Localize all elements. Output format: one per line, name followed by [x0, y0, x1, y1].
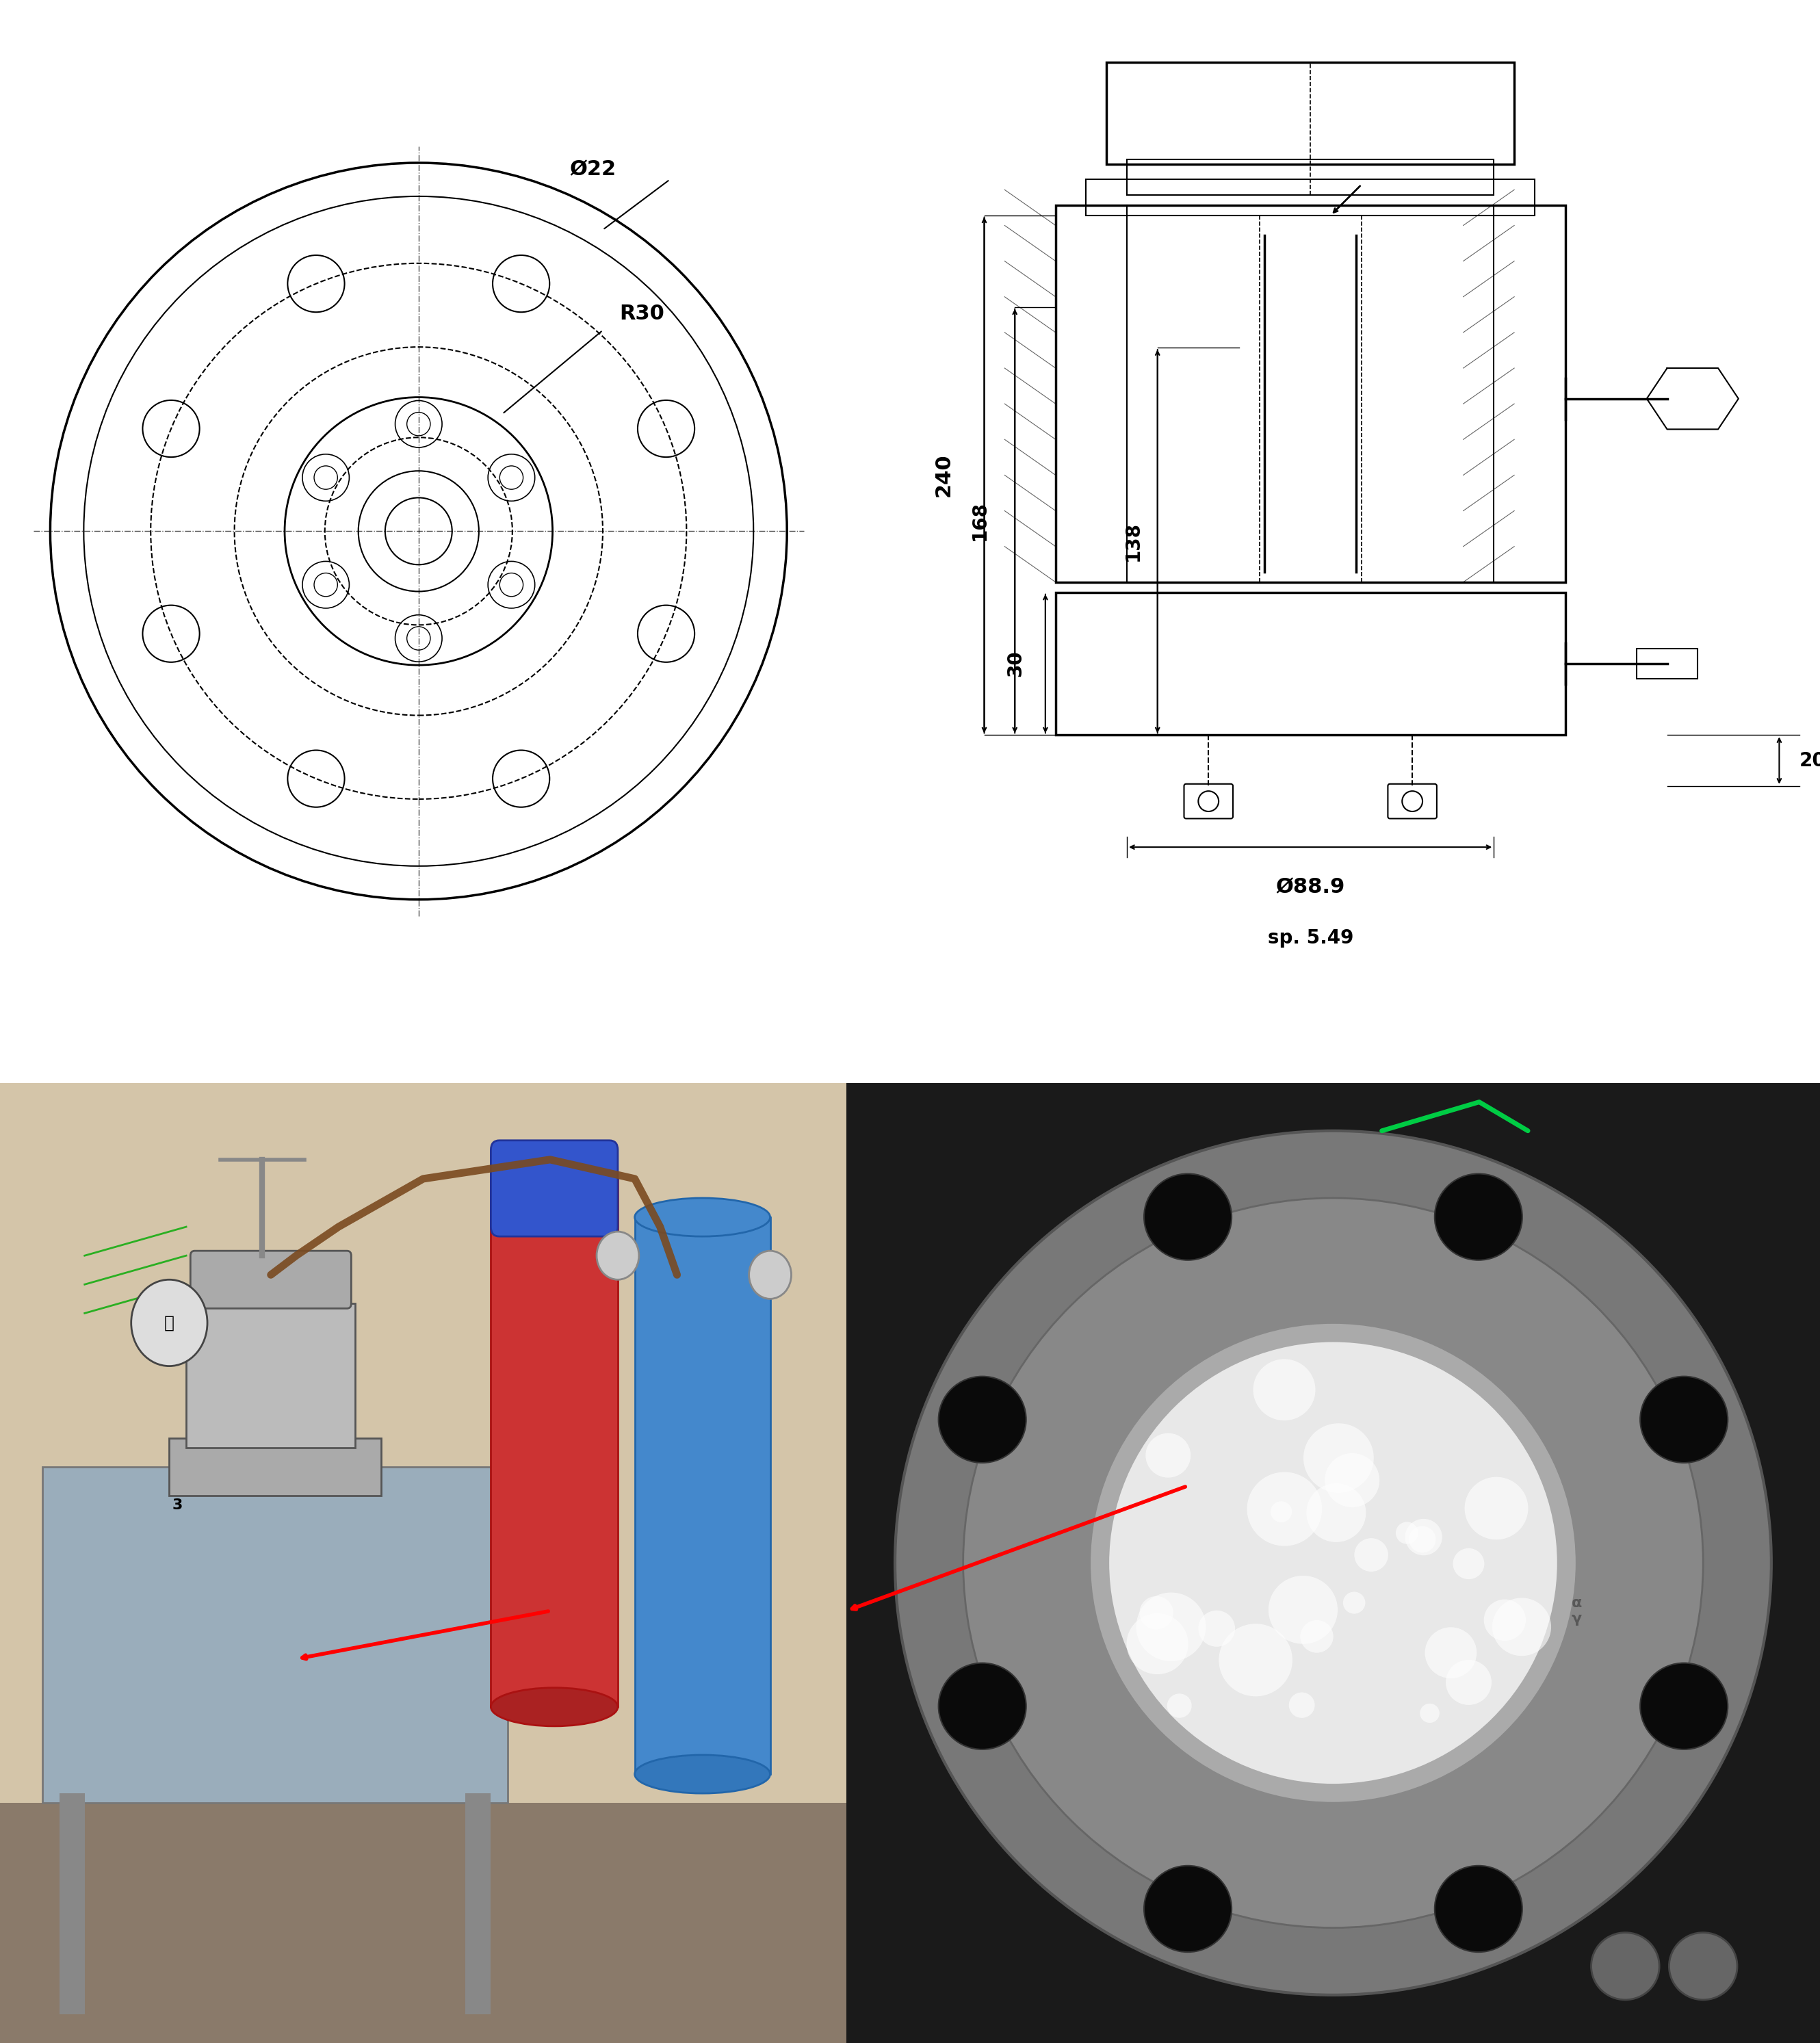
- Bar: [0, 1804, 846, 2043]
- Circle shape: [1145, 1865, 1232, 1951]
- Circle shape: [1669, 1933, 1738, 2000]
- Circle shape: [1254, 1359, 1316, 1420]
- Bar: [42, 1467, 508, 1804]
- Circle shape: [1219, 1624, 1292, 1696]
- FancyBboxPatch shape: [491, 1140, 617, 1236]
- Text: 3: 3: [173, 1498, 184, 1512]
- Circle shape: [1483, 1600, 1525, 1641]
- Circle shape: [1405, 1518, 1441, 1555]
- Text: 20: 20: [1800, 752, 1820, 770]
- Bar: [169, 1438, 380, 1495]
- Circle shape: [1409, 1526, 1436, 1553]
- Circle shape: [1425, 1626, 1476, 1677]
- Ellipse shape: [491, 1160, 617, 1197]
- Circle shape: [1445, 1659, 1492, 1706]
- Circle shape: [1640, 1663, 1727, 1749]
- Circle shape: [597, 1232, 639, 1279]
- Bar: [1107, 63, 1514, 163]
- Circle shape: [1307, 1483, 1367, 1542]
- Bar: [1056, 592, 1565, 735]
- Circle shape: [939, 1377, 1026, 1463]
- FancyBboxPatch shape: [191, 1250, 351, 1308]
- Text: 240: 240: [934, 454, 954, 496]
- Circle shape: [1420, 1704, 1440, 1722]
- Text: sp. 5.49: sp. 5.49: [1267, 930, 1354, 948]
- Circle shape: [1299, 1620, 1334, 1653]
- Circle shape: [963, 1197, 1704, 1929]
- Circle shape: [1465, 1477, 1529, 1540]
- Circle shape: [1452, 1549, 1485, 1579]
- Circle shape: [1108, 1342, 1558, 1784]
- Bar: [1636, 648, 1698, 678]
- Circle shape: [1343, 1591, 1365, 1614]
- Circle shape: [1090, 1324, 1576, 1804]
- Bar: [491, 1179, 617, 1708]
- Circle shape: [895, 1132, 1771, 1994]
- Circle shape: [1492, 1598, 1551, 1657]
- Circle shape: [131, 1279, 207, 1367]
- Circle shape: [1354, 1538, 1389, 1571]
- Ellipse shape: [491, 1688, 617, 1726]
- Bar: [1087, 180, 1534, 215]
- Text: 30: 30: [1006, 650, 1025, 676]
- Circle shape: [750, 1250, 792, 1299]
- Bar: [60, 1794, 84, 2014]
- Bar: [466, 1794, 491, 2014]
- Ellipse shape: [635, 1197, 770, 1236]
- Bar: [635, 1218, 770, 1773]
- Bar: [1056, 204, 1565, 582]
- Text: Ø22: Ø22: [570, 159, 615, 180]
- Circle shape: [939, 1663, 1026, 1749]
- Circle shape: [1434, 1175, 1522, 1261]
- Text: 📊: 📊: [164, 1314, 175, 1332]
- Bar: [1127, 159, 1494, 194]
- Circle shape: [1167, 1694, 1192, 1718]
- Circle shape: [1269, 1575, 1338, 1645]
- Circle shape: [1145, 1432, 1190, 1477]
- Circle shape: [1289, 1692, 1314, 1718]
- Text: R30: R30: [619, 304, 664, 323]
- Circle shape: [1640, 1377, 1727, 1463]
- Circle shape: [1198, 1610, 1236, 1647]
- Ellipse shape: [635, 1755, 770, 1794]
- Circle shape: [1325, 1453, 1380, 1508]
- Text: Ø88.9: Ø88.9: [1276, 878, 1345, 897]
- Bar: [186, 1303, 355, 1448]
- Circle shape: [1136, 1591, 1207, 1661]
- Circle shape: [1591, 1933, 1660, 2000]
- Circle shape: [1396, 1522, 1418, 1545]
- Circle shape: [1145, 1175, 1232, 1261]
- Circle shape: [1139, 1596, 1174, 1630]
- Circle shape: [1270, 1502, 1292, 1522]
- Circle shape: [1434, 1865, 1522, 1951]
- Text: α
γ: α γ: [1571, 1596, 1582, 1626]
- Circle shape: [1247, 1473, 1321, 1547]
- Text: 138: 138: [1123, 521, 1143, 562]
- Circle shape: [1127, 1614, 1188, 1675]
- Circle shape: [1303, 1424, 1374, 1493]
- Text: 168: 168: [970, 501, 990, 541]
